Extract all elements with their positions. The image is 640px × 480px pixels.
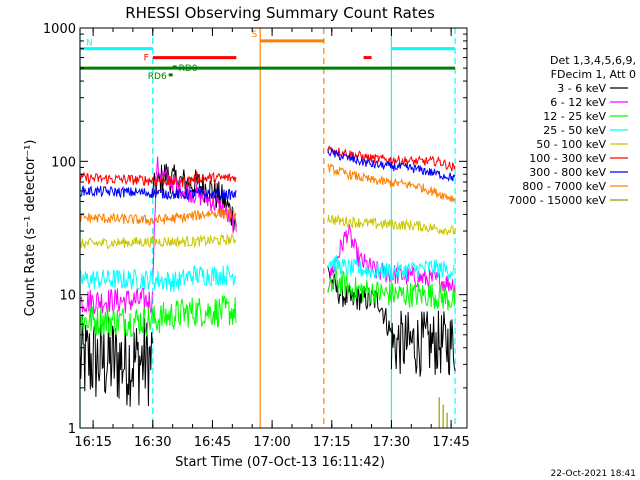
legend-label-5: 100 - 300 keV — [529, 152, 606, 165]
series-4-segment-1 — [327, 213, 456, 236]
footer-date: 22-Oct-2021 18:41 — [551, 469, 636, 479]
legend-header-1: FDecim 1, Att 0 — [551, 68, 636, 81]
plot-area: NFSRD0RD6 — [79, 27, 468, 429]
y-tick-label-3: 1000 — [43, 22, 76, 37]
x-tick-label-0: 16:15 — [74, 435, 111, 450]
x-tick-label-4: 17:15 — [313, 435, 350, 450]
legend-label-0: 3 - 6 keV — [557, 82, 606, 95]
series-7-segment-0 — [79, 208, 237, 226]
series-2-segment-0 — [79, 295, 237, 338]
legend-label-6: 300 - 800 keV — [529, 166, 606, 179]
series-6-segment-0 — [79, 185, 237, 201]
chart-title: RHESSI Observing Summary Count Rates — [125, 4, 435, 22]
series-5-segment-0 — [79, 170, 237, 189]
annotation-label-4: S — [251, 30, 257, 40]
annotation-label-6: RD6 — [148, 72, 167, 82]
y-tick-label-0: 1 — [68, 422, 76, 437]
legend: Det 1,3,4,5,6,9,FDecim 1, Att 03 - 6 keV… — [508, 54, 636, 207]
legend-label-8: 7000 - 15000 keV — [508, 194, 606, 207]
legend-label-4: 50 - 100 keV — [536, 138, 606, 151]
annotation-label-2: F — [144, 54, 149, 64]
plot-frame — [79, 27, 468, 429]
x-tick-label-5: 17:30 — [373, 435, 410, 450]
legend-label-1: 6 - 12 keV — [550, 96, 606, 109]
series-7-segment-1 — [327, 163, 456, 203]
x-tick-label-6: 17:45 — [432, 435, 469, 450]
y-axis-label: Count Rate (s⁻¹ detector⁻¹) — [23, 140, 38, 317]
annotation-label-0: N — [86, 39, 93, 49]
x-axis: 16:15 16:30 16:45 17:00 17:15 17:30 17:45 — [74, 28, 470, 450]
y-tick-label-2: 100 — [51, 155, 76, 170]
series-1-segment-0 — [79, 287, 153, 315]
x-tick-label-3: 17:00 — [253, 435, 290, 450]
series-0-segment-0 — [79, 314, 153, 407]
legend-label-2: 12 - 25 keV — [543, 110, 606, 123]
series-1-segment-1 — [152, 156, 237, 279]
x-axis-label: Start Time (07-Oct-13 16:11:42) — [175, 455, 385, 470]
series-0-segment-3 — [390, 310, 456, 377]
x-tick-label-2: 16:45 — [194, 435, 231, 450]
series-3-segment-0 — [79, 264, 237, 293]
legend-header-0: Det 1,3,4,5,6,9, — [550, 54, 636, 67]
series-4-segment-0 — [79, 233, 237, 250]
series-2-segment-1 — [327, 267, 456, 311]
x-tick-label-1: 16:30 — [134, 435, 171, 450]
series-6-segment-1 — [327, 148, 456, 183]
legend-label-3: 25 - 50 keV — [543, 124, 606, 137]
series-0-segment-2 — [327, 265, 392, 336]
y-axis: 1 10 100 1000 — [43, 22, 467, 437]
legend-label-7: 800 - 7000 keV — [522, 180, 606, 193]
y-tick-label-1: 10 — [59, 289, 76, 304]
series-3-segment-1 — [327, 255, 456, 281]
